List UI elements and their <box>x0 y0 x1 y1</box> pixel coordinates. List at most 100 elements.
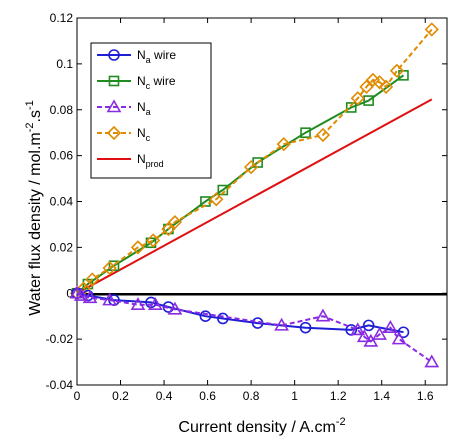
y-tick-label: -0.04 <box>46 378 74 392</box>
data-point <box>363 333 379 347</box>
data-point <box>350 322 366 336</box>
data-point <box>199 310 212 322</box>
legend-label-base: N <box>137 100 146 114</box>
data-point <box>217 312 229 325</box>
legend-label-base: N <box>137 48 146 62</box>
data-point <box>85 272 100 287</box>
legend-label-base: N <box>137 126 146 140</box>
data-point <box>243 159 259 175</box>
y-tick-label: 0.1 <box>56 57 73 71</box>
data-point <box>161 221 176 237</box>
series-line <box>76 28 433 295</box>
x-axis-label-text: Current density / A.cm <box>178 419 335 436</box>
y-tick-label: 0 <box>66 286 73 300</box>
data-point <box>209 192 224 207</box>
data-point <box>147 297 163 311</box>
legend-label: Nc wire <box>137 74 176 91</box>
legend-label: Na <box>137 100 151 117</box>
legend-box <box>90 42 212 179</box>
x-axis-label: Current density / A.cm-2 <box>178 416 345 436</box>
series-n-a <box>69 285 440 368</box>
x-tick-label: 1.2 <box>330 389 347 403</box>
data-point <box>350 91 365 106</box>
y-tick-label: 0.12 <box>50 11 74 25</box>
series-n-c <box>69 22 439 301</box>
y-tick-label: -0.02 <box>46 332 74 346</box>
data-point <box>82 290 98 304</box>
y-axis-label-sup: -2 <box>24 123 36 133</box>
y-tick-label: 0.08 <box>50 103 74 117</box>
legend-label-sub: prod <box>146 159 164 169</box>
x-tick-label: 0.2 <box>112 389 129 403</box>
x-tick-label: 0.6 <box>199 389 216 403</box>
data-point <box>391 331 407 345</box>
legend-label-sub: a <box>146 55 151 65</box>
series-layer <box>69 22 440 368</box>
y-axis-label-text: Water flux density / mol.m <box>27 132 44 315</box>
data-point <box>363 95 374 106</box>
legend-marker <box>108 75 120 87</box>
x-tick-label: 0.8 <box>243 389 260 403</box>
data-point <box>130 240 146 255</box>
data-point <box>167 215 183 230</box>
data-point <box>299 321 312 334</box>
series-n-prod <box>76 98 433 295</box>
data-point <box>167 301 183 315</box>
data-point <box>274 317 289 331</box>
legend-label-suffix: wire <box>151 48 177 62</box>
data-point <box>397 326 410 339</box>
data-point <box>359 79 374 94</box>
data-point <box>424 354 440 368</box>
data-point <box>163 223 174 235</box>
legend-label-suffix: wire <box>150 74 176 88</box>
data-point <box>73 287 89 301</box>
y-tick-label: 0.04 <box>50 195 74 209</box>
data-point <box>146 233 161 248</box>
x-axis-label-sup: -2 <box>336 416 346 428</box>
legend-marker <box>106 125 122 141</box>
data-point <box>82 278 94 290</box>
legend-marker <box>108 49 120 61</box>
legend-label-sub: c <box>146 133 151 143</box>
legend-label-base: N <box>137 74 146 88</box>
data-point <box>356 329 372 343</box>
x-tick-label: 0 <box>74 389 81 403</box>
data-point <box>145 237 157 249</box>
x-tick-label: 1.6 <box>417 389 434 403</box>
data-point <box>383 320 398 333</box>
data-point <box>378 79 394 94</box>
data-point <box>424 22 439 37</box>
legend-label-sub: a <box>146 107 151 117</box>
y-axis-label-text: .s <box>27 110 44 122</box>
data-point <box>102 292 118 306</box>
data-point <box>130 297 146 311</box>
series-line <box>76 98 433 295</box>
data-point <box>362 319 375 332</box>
legend-label-base: N <box>137 152 146 166</box>
x-tick-label: 0.4 <box>156 389 173 403</box>
legend-marker <box>106 99 122 113</box>
x-tick-label: 1.4 <box>373 389 390 403</box>
y-axis-label: Water flux density / mol.m-2.s-1 <box>24 100 44 315</box>
y-axis-ticks: -0.04 -0.02 0 0.02 0.04 0.06 0.08 0.1 0.12 <box>46 11 447 392</box>
x-axis-ticks: 0 0.2 0.4 0.6 0.8 1 1.2 1.4 1.6 <box>74 18 434 403</box>
data-point <box>300 127 311 138</box>
data-point <box>102 260 117 276</box>
x-tick-label: 1 <box>291 389 298 403</box>
y-axis-label-sup: -1 <box>24 100 36 110</box>
legend-label: Nc <box>137 126 151 143</box>
data-point <box>315 127 331 143</box>
data-point <box>372 326 387 340</box>
data-point <box>372 75 387 90</box>
y-tick-label: 0.06 <box>50 149 74 163</box>
data-point <box>345 102 357 113</box>
y-tick-label: 0.02 <box>50 240 74 254</box>
data-point <box>276 137 291 152</box>
data-point <box>315 308 331 322</box>
legend-label: Na wire <box>137 48 176 65</box>
legend-label-sub: c <box>146 81 151 91</box>
data-point <box>389 63 405 78</box>
